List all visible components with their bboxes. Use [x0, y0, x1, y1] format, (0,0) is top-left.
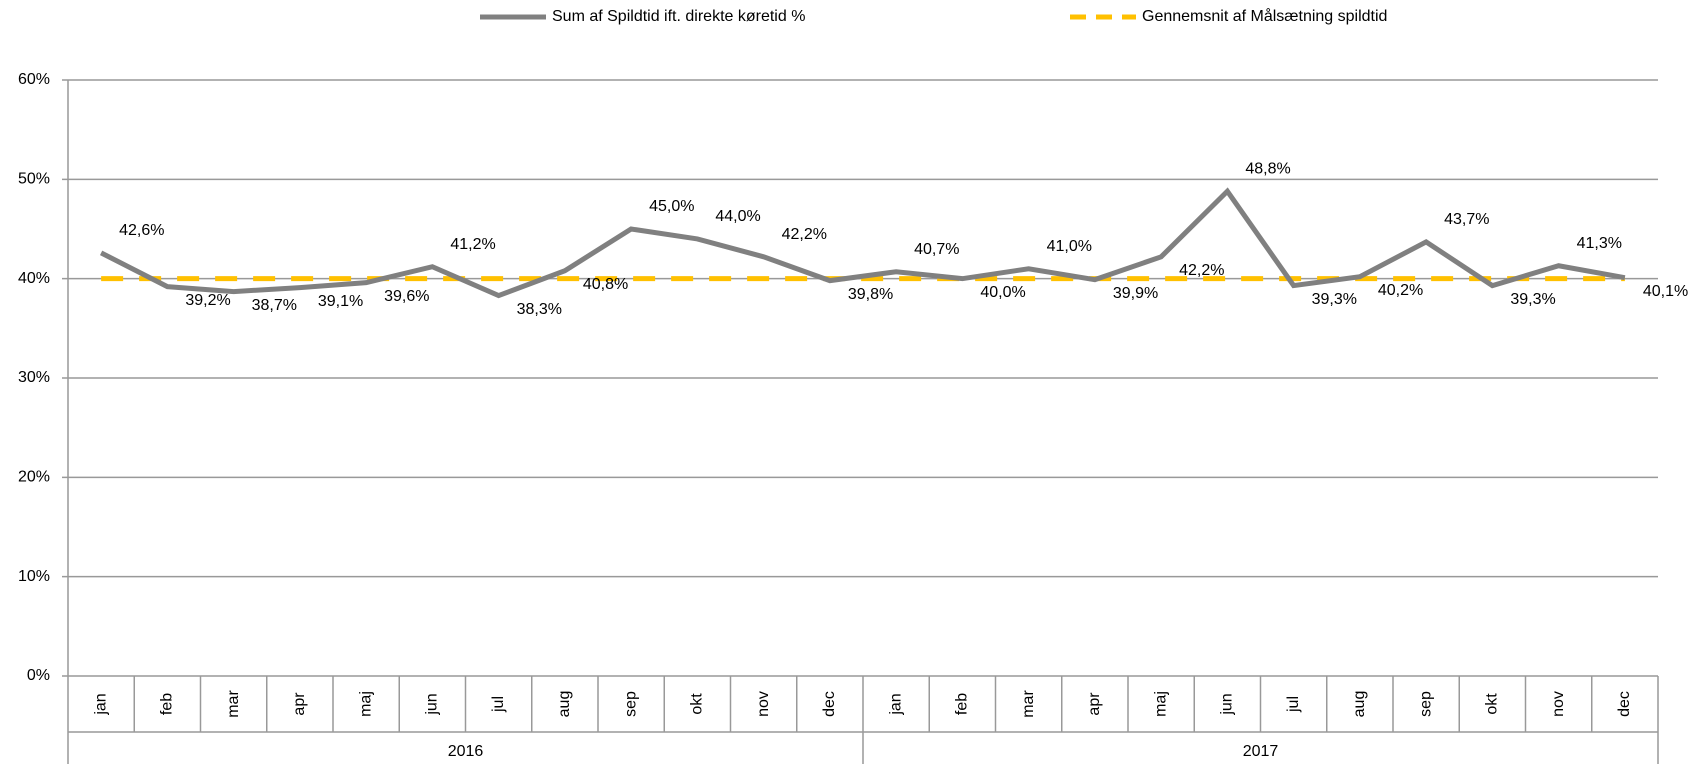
- x-tick-label: feb: [159, 693, 176, 715]
- x-tick-label: feb: [954, 693, 971, 715]
- data-label: 42,2%: [1179, 262, 1224, 279]
- x-tick-label: apr: [291, 692, 308, 716]
- y-tick-label: 60%: [18, 71, 50, 88]
- x-tick-label: mar: [1020, 690, 1037, 718]
- data-label: 41,0%: [1047, 238, 1092, 255]
- legend-label: Gennemsnit af Målsætning spildtid: [1142, 7, 1387, 25]
- data-label: 40,0%: [980, 284, 1025, 301]
- y-tick-label: 50%: [18, 171, 50, 188]
- x-tick-label: dec: [1616, 691, 1633, 717]
- x-tick-label: maj: [1152, 691, 1169, 717]
- data-label: 40,2%: [1378, 282, 1423, 299]
- data-label: 39,1%: [318, 293, 363, 310]
- x-tick-label: jun: [1219, 693, 1236, 715]
- data-label: 41,2%: [450, 236, 495, 253]
- data-label: 39,3%: [1312, 291, 1357, 308]
- x-tick-label: apr: [1086, 692, 1103, 716]
- x-tick-label: mar: [225, 690, 242, 718]
- data-label: 39,6%: [384, 288, 429, 305]
- x-tick-label: jul: [1285, 696, 1302, 713]
- x-tick-label: nov: [1550, 691, 1567, 717]
- group-label: 2017: [1243, 743, 1279, 760]
- data-label: 40,1%: [1643, 283, 1688, 300]
- x-tick-label: jan: [887, 693, 904, 715]
- x-tick-label: jan: [92, 693, 109, 715]
- data-label: 39,8%: [848, 286, 893, 303]
- data-label: 42,6%: [119, 222, 164, 239]
- x-tick-label: okt: [1484, 693, 1501, 715]
- data-label: 45,0%: [649, 198, 694, 215]
- y-tick-label: 0%: [27, 667, 50, 684]
- x-tick-label: aug: [1351, 691, 1368, 718]
- data-label: 48,8%: [1245, 160, 1290, 177]
- x-tick-label: jul: [490, 696, 507, 713]
- data-label: 39,9%: [1113, 285, 1158, 302]
- x-tick-label: dec: [821, 691, 838, 717]
- x-tick-label: aug: [556, 691, 573, 718]
- x-tick-label: sep: [1417, 691, 1434, 717]
- x-tick-label: okt: [689, 693, 706, 715]
- data-label: 38,3%: [517, 301, 562, 318]
- x-tick-label: maj: [357, 691, 374, 717]
- data-label: 41,3%: [1577, 235, 1622, 252]
- x-tick-label: sep: [622, 691, 639, 717]
- data-label: 40,8%: [583, 276, 628, 293]
- y-tick-label: 10%: [18, 568, 50, 585]
- x-tick-label: jun: [424, 693, 441, 715]
- x-tick-label: nov: [755, 691, 772, 717]
- data-label: 39,3%: [1510, 291, 1555, 308]
- data-label: 44,0%: [715, 208, 760, 225]
- data-label: 39,2%: [185, 292, 230, 309]
- series-line: [99, 187, 1626, 299]
- data-label: 43,7%: [1444, 211, 1489, 228]
- data-label: 38,7%: [252, 297, 297, 314]
- data-label: 40,7%: [914, 241, 959, 258]
- y-tick-label: 40%: [18, 270, 50, 287]
- legend-label: Sum af Spildtid ift. direkte køretid %: [552, 8, 805, 25]
- y-tick-label: 30%: [18, 369, 50, 386]
- data-label: 42,2%: [782, 226, 827, 243]
- y-tick-label: 20%: [18, 469, 50, 486]
- group-label: 2016: [448, 743, 484, 760]
